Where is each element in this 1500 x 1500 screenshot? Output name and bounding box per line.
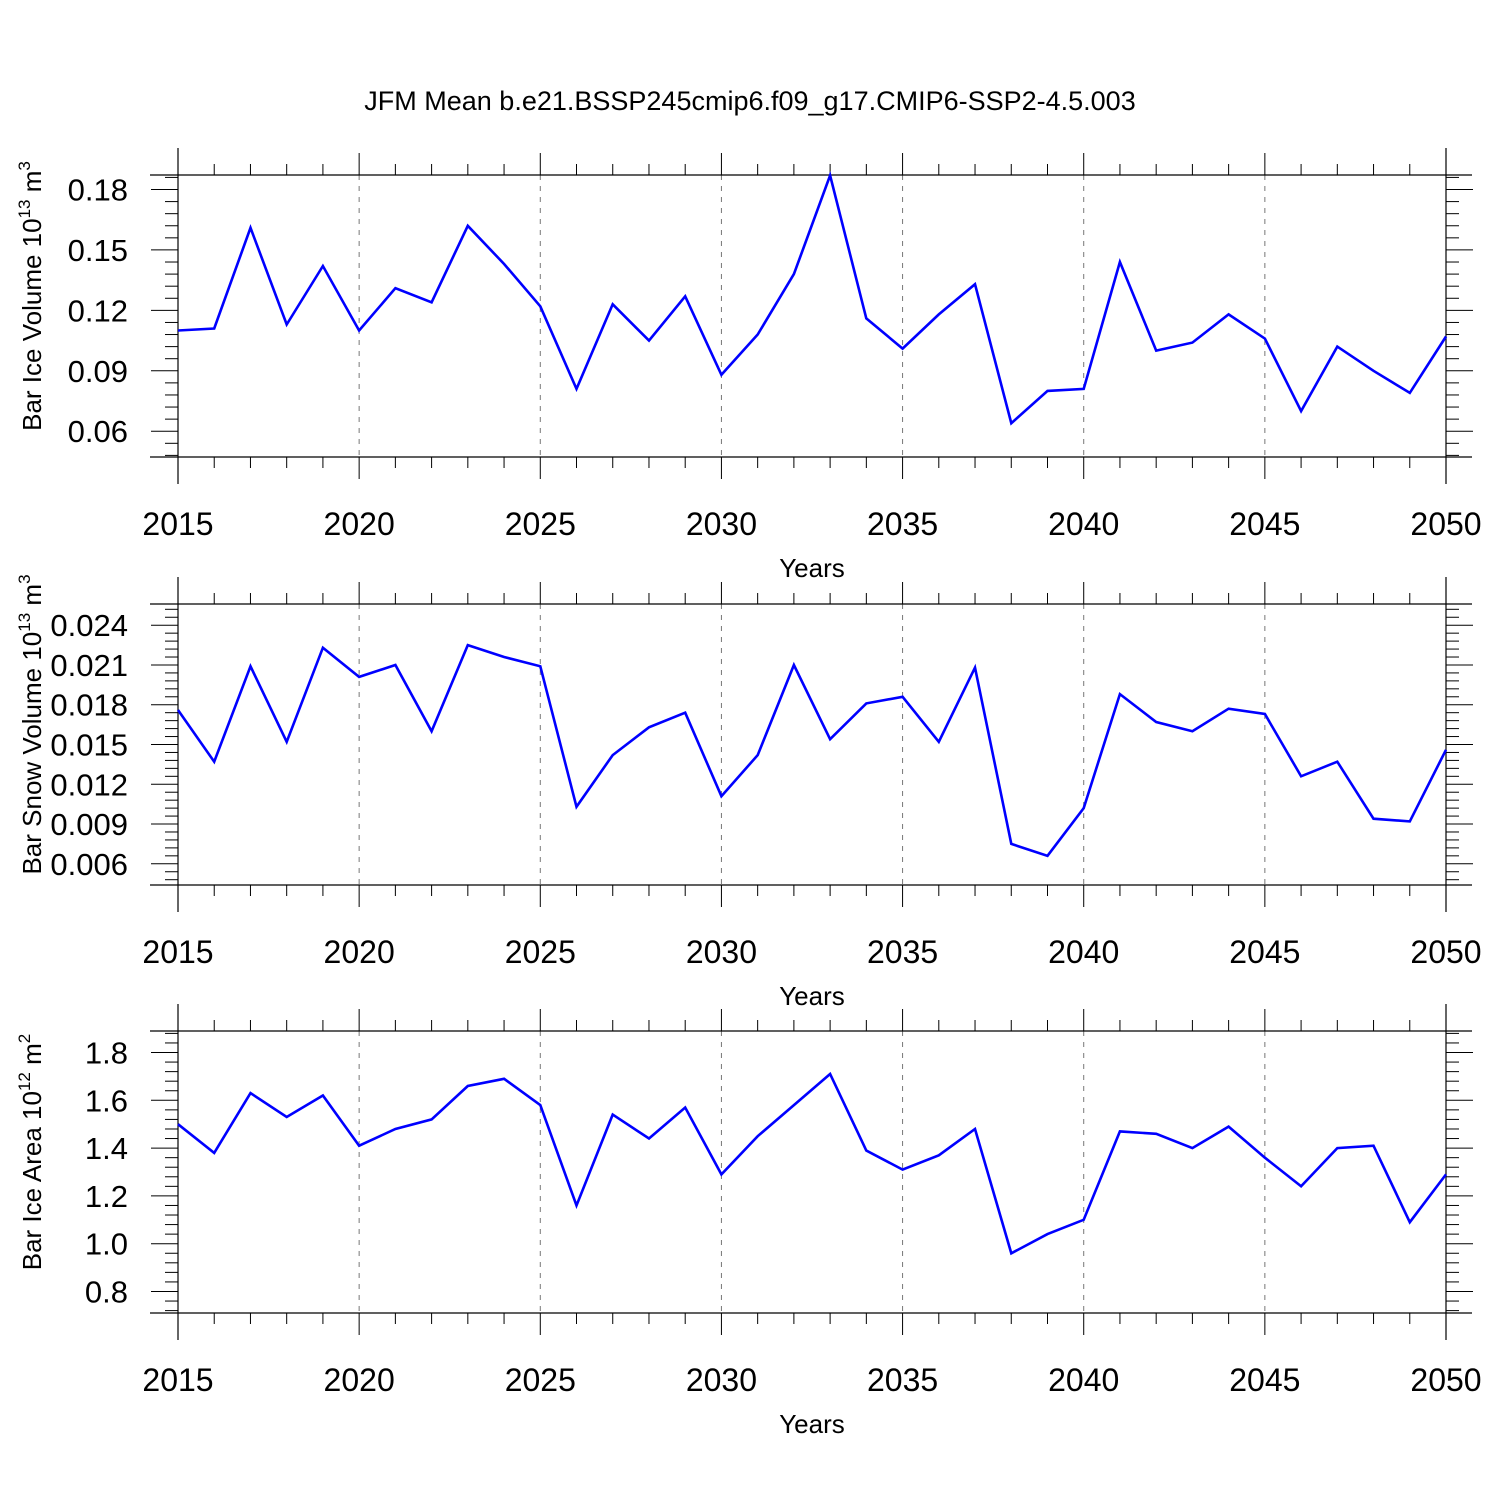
y-tick-label: 0.12 <box>68 293 128 328</box>
x-tick-label: 2015 <box>142 934 213 970</box>
y-axis-text: Bar Ice Volume 10 <box>17 218 47 430</box>
x-tick-label: 2050 <box>1410 934 1481 970</box>
series-line <box>177 1071 1448 1256</box>
figure-title: JFM Mean b.e21.BSSP245cmip6.f09_g17.CMIP… <box>364 86 1135 116</box>
y-tick-label: 1.6 <box>85 1083 128 1118</box>
x-tick-label: 2035 <box>867 934 938 970</box>
panels: 2015 2020 2025 2030 2035 2040 2045 2050 0.06 0.09… <box>15 148 1482 1439</box>
y-axis-text: m <box>17 171 47 200</box>
x-tick-label: 2030 <box>686 1362 757 1398</box>
y-tick-label: 1.0 <box>85 1227 128 1262</box>
y-axis-title: Bar Ice Area 1012 m2 <box>15 1034 47 1271</box>
y-tick-label: 0.09 <box>68 354 128 389</box>
x-axis-title: Years <box>779 553 845 583</box>
y-axis-text: m <box>17 584 47 613</box>
x-tick-label: 2045 <box>1229 934 1300 970</box>
x-tick-label: 2050 <box>1410 1362 1481 1398</box>
x-tick-label: 2025 <box>505 934 576 970</box>
y-tick-label: 0.018 <box>50 688 128 723</box>
x-tick-label: 2025 <box>505 506 576 542</box>
x-tick-label: 2015 <box>142 506 213 542</box>
x-tick-label: 2035 <box>867 506 938 542</box>
y-tick-label: 0.009 <box>50 807 128 842</box>
y-tick-label: 0.006 <box>50 847 128 882</box>
y-tick-label: 0.15 <box>68 233 128 268</box>
x-tick-label: 2020 <box>324 1362 395 1398</box>
x-tick-label: 2025 <box>505 1362 576 1398</box>
x-tick-label: 2015 <box>142 1362 213 1398</box>
x-tick-label: 2040 <box>1048 506 1119 542</box>
y-axis-exponent: 3 <box>15 574 34 583</box>
series-line <box>176 643 1448 858</box>
y-axis-exponent: 3 <box>15 161 34 170</box>
x-axis-title: Years <box>779 1409 845 1439</box>
y-tick-label: 1.2 <box>85 1179 128 1214</box>
y-axis-exponent: 13 <box>15 199 34 218</box>
x-tick-label: 2035 <box>867 1362 938 1398</box>
x-tick-label: 2050 <box>1410 506 1481 542</box>
y-tick-label: 0.18 <box>68 173 128 208</box>
panel-2: 2015 2020 2025 2030 2035 2040 2045 2050 0.006 0.0… <box>15 574 1482 1011</box>
y-tick-label: 0.06 <box>68 414 128 449</box>
y-tick-label: 1.4 <box>85 1131 128 1166</box>
x-tick-label: 2045 <box>1229 506 1300 542</box>
y-tick-label: 0.012 <box>50 767 128 802</box>
y-tick-label: 0.024 <box>50 608 128 643</box>
series-line <box>177 171 1448 426</box>
x-tick-label: 2030 <box>686 934 757 970</box>
y-tick-label: 1.8 <box>85 1036 128 1071</box>
y-axis-text: m <box>17 1043 47 1072</box>
x-tick-label: 2020 <box>324 506 395 542</box>
y-axis-text: Bar Ice Area 10 <box>17 1091 47 1270</box>
x-axis-title: Years <box>779 981 845 1011</box>
y-tick-label: 0.021 <box>50 648 128 683</box>
y-axis-exponent: 13 <box>15 613 34 632</box>
y-tick-label: 0.8 <box>85 1274 128 1309</box>
x-tick-label: 2045 <box>1229 1362 1300 1398</box>
y-axis-exponent: 2 <box>15 1034 34 1043</box>
y-tick-label: 0.015 <box>50 728 128 763</box>
x-tick-label: 2030 <box>686 506 757 542</box>
panel-3: 2015 2020 2025 2030 2035 2040 2045 2050 0.8 1.0 1.… <box>15 1004 1482 1439</box>
x-tick-label: 2040 <box>1048 1362 1119 1398</box>
y-axis-exponent: 12 <box>15 1072 34 1091</box>
y-axis-text: Bar Snow Volume 10 <box>17 632 47 875</box>
y-axis-title: Bar Snow Volume 1013 m3 <box>15 574 47 874</box>
y-axis-title: Bar Ice Volume 1013 m3 <box>15 161 47 431</box>
x-tick-label: 2020 <box>324 934 395 970</box>
panel-1: 2015 2020 2025 2030 2035 2040 2045 2050 0.06 0.09… <box>15 148 1482 583</box>
x-tick-label: 2040 <box>1048 934 1119 970</box>
